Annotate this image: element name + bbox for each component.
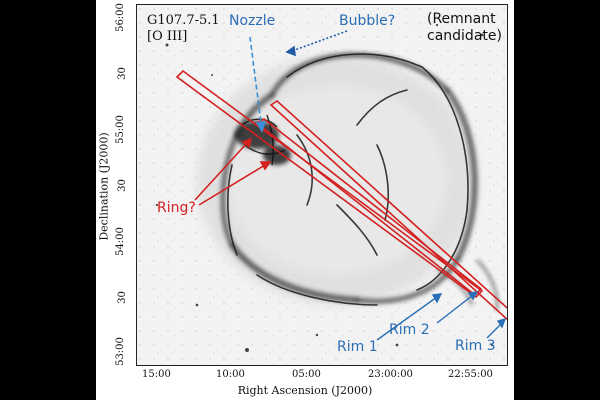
y-tick-label: 55:00 [114,115,126,144]
bubble-arrow [285,30,348,57]
x-tick-label: 15:00 [142,369,171,380]
x-axis-label: Right Ascension (J2000) [237,384,373,397]
x-tick-label: 23:00:00 [368,369,413,380]
rim-arrows [376,291,507,341]
y-tick-label: 54:00 [114,227,126,256]
image-frame: G107.7-5.1 [O III] Nozzle Bubble? (Remna… [136,4,508,366]
nebula-image [137,5,507,365]
ring-arrows [194,137,272,206]
object-name: G107.7-5.1 [147,13,220,28]
x-tick-label: 05:00 [292,369,321,380]
y-axis-label: Declination (J2000) [97,132,111,241]
remnant-label-line2: candidate) [427,28,502,44]
y-tick-label: 30 [116,67,128,80]
rim2-label: Rim 2 [389,322,430,338]
remnant-label-line1: (Remnant [427,11,496,27]
figure-panel: G107.7-5.1 [O III] Nozzle Bubble? (Remna… [96,0,514,400]
x-tick-label: 22:55:00 [448,369,493,380]
y-tick-label: 56:00 [114,3,126,32]
y-tick-label: 53:00 [114,337,126,366]
filter-label: [O III] [147,29,188,44]
y-tick-label: 30 [116,291,128,304]
rim3-label: Rim 3 [455,338,496,354]
bubble-label: Bubble? [339,13,396,29]
ring-label: Ring? [157,200,196,216]
rim1-label: Rim 1 [337,339,378,355]
y-tick-label: 30 [116,179,128,192]
slit-boxes [175,69,507,321]
nozzle-arrow [249,36,267,133]
nozzle-label: Nozzle [229,13,276,29]
x-tick-label: 10:00 [216,369,245,380]
